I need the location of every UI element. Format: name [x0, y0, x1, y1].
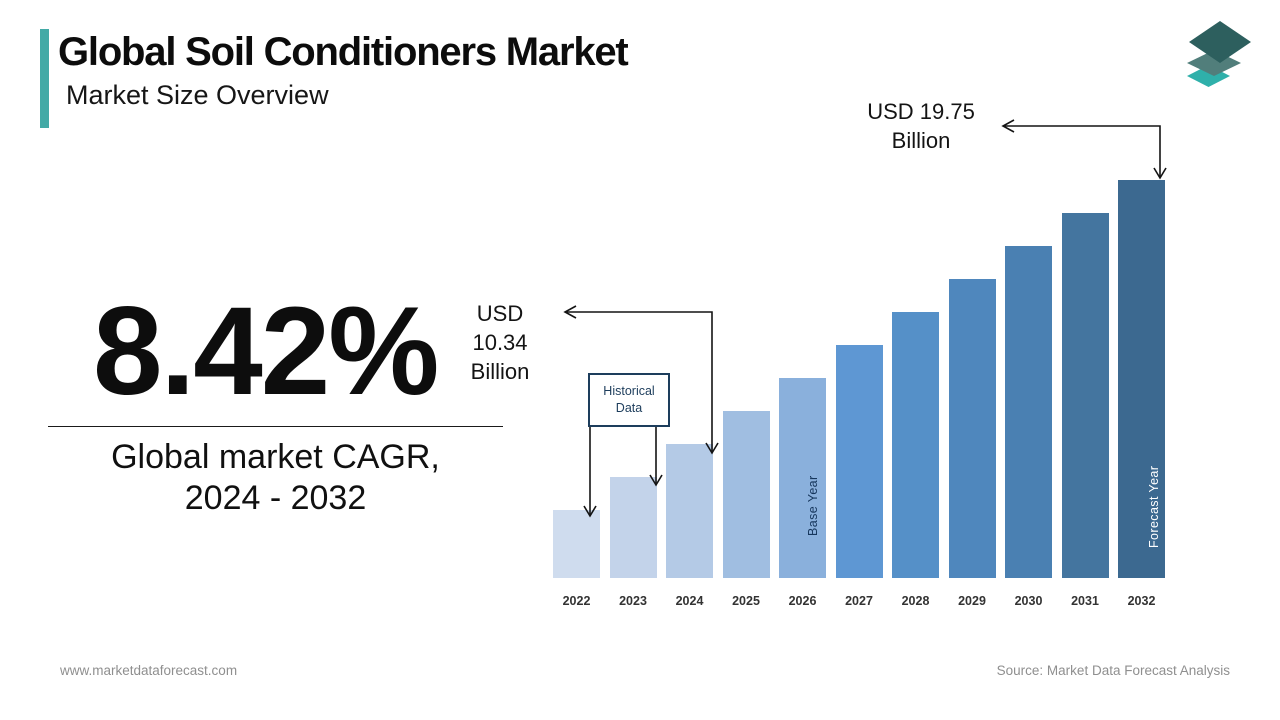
source-note: Source: Market Data Forecast Analysis: [996, 663, 1230, 678]
x-tick-2022: 2022: [562, 594, 591, 608]
stat-divider: [48, 426, 503, 427]
page-title: Global Soil Conditioners Market: [58, 30, 629, 74]
logo-layer-top: [1189, 21, 1251, 63]
cagr-value: 8.42%: [93, 282, 439, 421]
annotation-2024-value: USD 10.34 Billion: [470, 301, 530, 385]
bar-2031: [1061, 213, 1109, 578]
x-tick-2028: 2028: [901, 594, 930, 608]
bar-2024: [666, 444, 713, 578]
bar-2028: [892, 312, 939, 578]
base-year-label: Base Year: [806, 475, 820, 536]
x-tick-2031: 2031: [1071, 594, 1099, 608]
bar-2023: [609, 477, 657, 578]
company-logo-icon: [1187, 21, 1251, 87]
x-tick-2026: 2026: [788, 594, 817, 608]
x-tick-2029: 2029: [958, 594, 986, 608]
x-tick-2024: 2024: [675, 594, 704, 608]
bar-2027: [835, 345, 883, 578]
x-tick-2023: 2023: [619, 594, 647, 608]
bar-2030: [1005, 245, 1052, 578]
bar-2032: [1118, 180, 1165, 578]
x-tick-2027: 2027: [845, 594, 873, 608]
annotation-2032-value: USD 19.75 Billion: [867, 99, 975, 154]
bar-2022: [553, 510, 600, 578]
bar-2026: [779, 378, 826, 578]
x-tick-2030: 2030: [1014, 594, 1043, 608]
bar-2029: [948, 279, 996, 578]
forecast-year-label: Forecast Year: [1147, 465, 1161, 548]
title-accent-bar: [40, 29, 49, 128]
x-tick-2025: 2025: [732, 594, 760, 608]
x-tick-2032: 2032: [1127, 594, 1156, 608]
website-url: www.marketdataforecast.com: [60, 663, 238, 678]
page-subtitle: Market Size Overview: [66, 80, 329, 110]
cagr-caption: Global market CAGR, 2024 - 2032: [111, 438, 440, 517]
historical-data-box: Historical Data: [588, 373, 670, 427]
bar-2025: [722, 410, 770, 578]
